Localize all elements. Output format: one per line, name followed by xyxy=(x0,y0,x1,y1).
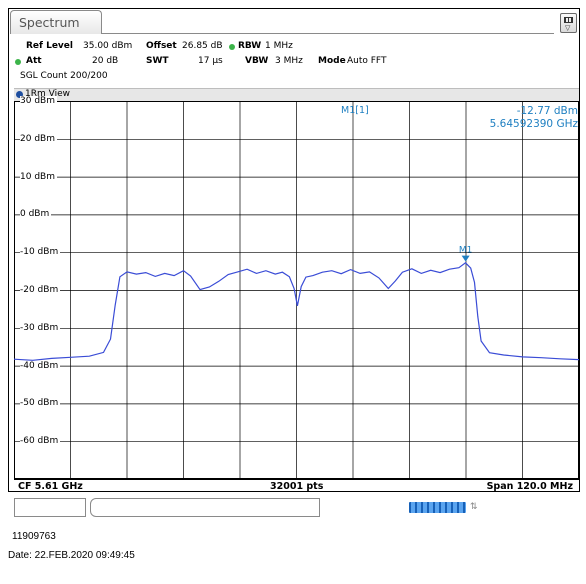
mode-value[interactable]: Auto FFT xyxy=(347,56,387,66)
plot-footer: CF 5.61 GHz 32001 pts Span 120.0 MHz xyxy=(14,479,579,493)
measuring-progress-bar xyxy=(409,502,466,513)
caption-id: 11909763 xyxy=(12,531,56,542)
caption-date: Date: 22.FEB.2020 09:49:45 xyxy=(8,550,135,561)
display-grid-icon xyxy=(564,17,573,23)
plot-border xyxy=(14,101,579,479)
att-value[interactable]: 20 dB xyxy=(92,56,119,66)
y-axis-label: -50 dBm xyxy=(20,398,61,409)
marker-level: -12.77 dBm xyxy=(516,105,578,117)
vbw-label: VBW xyxy=(245,56,269,66)
y-axis-label: 20 dBm xyxy=(20,133,57,144)
swt-value[interactable]: 17 µs xyxy=(198,56,223,66)
y-axis-label: -40 dBm xyxy=(20,360,61,371)
offset-label: Offset xyxy=(146,41,177,51)
sweep-points[interactable]: 32001 pts xyxy=(270,481,324,492)
offset-value[interactable]: 26.85 dB xyxy=(182,41,223,51)
marker-frequency: 5.64592390 GHz xyxy=(489,118,578,130)
sgl-count: SGL Count 200/200 xyxy=(20,71,108,81)
y-axis-label: 10 dBm xyxy=(20,171,57,182)
y-axis-label: -60 dBm xyxy=(20,436,61,447)
view-title-bar[interactable]: 1Rm View xyxy=(14,88,579,101)
marker-trace-label: M1 xyxy=(459,246,473,256)
marker-name: M1[1] xyxy=(341,105,369,116)
status-field-2 xyxy=(90,498,320,517)
vbw-value[interactable]: 3 MHz xyxy=(275,56,303,66)
y-axis-label: 30 dBm xyxy=(20,96,57,106)
ref-level-label: Ref Level xyxy=(26,41,73,51)
marker-triangle-icon xyxy=(461,255,470,262)
y-axis-label: 0 dBm xyxy=(20,209,52,220)
center-frequency[interactable]: CF 5.61 GHz xyxy=(18,481,83,492)
span[interactable]: Span 120.0 MHz xyxy=(486,481,573,492)
swt-label: SWT xyxy=(146,56,169,66)
y-axis-label: -10 dBm xyxy=(20,247,61,258)
mode-label: Mode xyxy=(318,56,346,66)
tab-divider xyxy=(102,33,554,34)
chevron-down-icon: ▽ xyxy=(565,24,571,32)
att-label: Att xyxy=(26,56,42,66)
rbw-value[interactable]: 1 MHz xyxy=(265,41,293,51)
att-coupled-indicator-icon xyxy=(15,59,21,65)
display-menu-button[interactable]: ▽ xyxy=(560,13,577,33)
y-axis-label: -30 dBm xyxy=(20,322,61,333)
view-label: 1Rm View xyxy=(25,89,70,99)
spectrum-trace xyxy=(14,262,579,361)
marker-readout: -12.77 dBm 5.64592390 GHz xyxy=(490,105,578,131)
ref-level-value[interactable]: 35.00 dBm xyxy=(83,41,133,51)
network-activity-icon: ⇅ xyxy=(470,502,478,512)
tab-spectrum[interactable]: Spectrum xyxy=(10,10,102,34)
rbw-coupled-indicator-icon xyxy=(229,44,235,50)
rbw-label: RBW xyxy=(238,41,262,51)
y-axis-label: -20 dBm xyxy=(20,285,61,295)
trace-view-icon xyxy=(16,91,23,98)
status-field-1 xyxy=(14,498,86,517)
spectrum-plot[interactable]: M1 xyxy=(14,101,579,479)
